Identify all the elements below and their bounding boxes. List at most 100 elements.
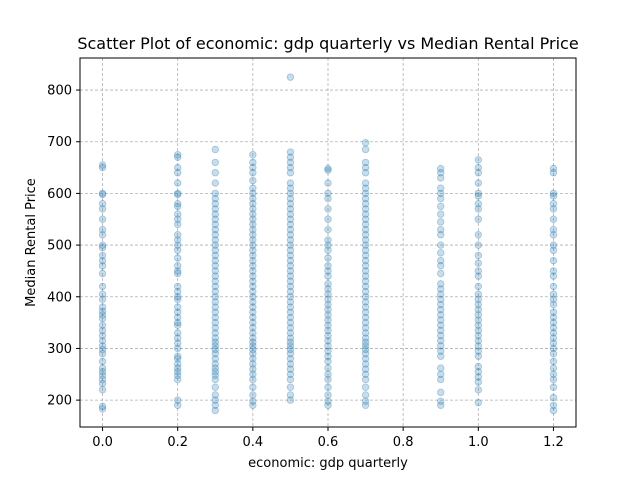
scatter-point	[474, 326, 483, 335]
scatter-point	[549, 282, 558, 291]
scatter-point	[324, 311, 332, 319]
scatter-point	[361, 397, 370, 405]
scatter-point	[211, 225, 219, 234]
scatter-point	[98, 311, 107, 319]
grid-lines	[80, 58, 576, 427]
scatter-point	[211, 272, 219, 280]
scatter-point	[324, 205, 332, 213]
scatter-point	[549, 349, 558, 358]
scatter-point	[173, 401, 182, 409]
scatter-point	[249, 158, 257, 167]
scatter-point	[249, 194, 257, 203]
scatter-point	[286, 303, 295, 311]
scatter-point	[249, 349, 257, 358]
scatter-point	[361, 282, 370, 291]
scatter-point	[286, 349, 295, 358]
scatter-point	[437, 300, 445, 309]
scatter-point	[474, 300, 483, 309]
scatter-point	[286, 355, 295, 363]
scatter-point	[173, 236, 182, 244]
scatter-point	[211, 308, 219, 316]
scatter-point	[211, 179, 219, 187]
scatter-point	[98, 386, 107, 394]
scatter-point	[474, 352, 483, 360]
scatter-point	[173, 153, 182, 161]
scatter-point	[98, 379, 107, 388]
scatter-point	[249, 401, 257, 409]
scatter-point	[549, 357, 558, 366]
scatter-point	[549, 401, 558, 409]
scatter-point	[98, 368, 107, 376]
scatter-point	[249, 397, 257, 405]
scatter-point	[361, 231, 370, 239]
scatter-point	[361, 241, 370, 249]
scatter-point	[549, 290, 558, 298]
scatter-point	[324, 370, 332, 378]
scatter-point	[173, 375, 182, 384]
scatter-point	[474, 205, 483, 213]
scatter-point	[361, 298, 370, 306]
scatter-point	[549, 364, 558, 372]
y-tick-label: 600	[47, 187, 72, 202]
scatter-point	[211, 360, 219, 368]
scatter-point	[173, 339, 182, 347]
scatter-point	[324, 383, 332, 391]
scatter-point	[249, 231, 257, 239]
scatter-point	[361, 308, 370, 316]
scatter-point	[286, 334, 295, 342]
scatter-point	[474, 179, 483, 187]
scatter-point	[249, 251, 257, 260]
scatter-point	[361, 163, 370, 172]
scatter-point	[249, 342, 257, 350]
scatter-point	[286, 287, 295, 296]
scatter-point	[211, 313, 219, 322]
scatter-point	[249, 365, 257, 373]
scatter-point	[249, 215, 257, 223]
scatter-point	[249, 375, 257, 384]
scatter-point	[361, 355, 370, 363]
scatter-point	[549, 200, 558, 208]
scatter-point	[98, 342, 107, 350]
scatter-point	[549, 189, 558, 198]
scatter-point	[211, 267, 219, 275]
scatter-point	[361, 342, 370, 350]
scatter-point	[173, 321, 182, 329]
x-tick-label: 0.0	[92, 435, 113, 450]
scatter-point	[361, 345, 370, 354]
scatter-point	[286, 360, 295, 368]
scatter-point	[361, 401, 370, 409]
scatter-point	[173, 215, 182, 223]
scatter-point	[549, 205, 558, 213]
scatter-point	[173, 189, 182, 198]
scatter-point	[286, 163, 295, 172]
scatter-point	[437, 321, 445, 329]
scatter-point	[211, 158, 219, 167]
scatter-point	[549, 406, 558, 415]
scatter-point	[286, 205, 295, 213]
scatter-point	[98, 336, 107, 345]
scatter-point	[249, 205, 257, 213]
scatter-point	[211, 246, 219, 254]
scatter-point	[211, 329, 219, 337]
scatter-point	[437, 202, 445, 211]
scatter-point	[286, 215, 295, 223]
scatter-point	[249, 282, 257, 291]
scatter-point	[286, 391, 295, 399]
scatter-point	[286, 189, 295, 198]
scatter-point	[324, 401, 332, 409]
scatter-point	[98, 269, 107, 278]
scatter-point	[437, 225, 445, 234]
scatter-point	[324, 331, 332, 340]
scatter-point	[437, 388, 445, 397]
scatter-point	[549, 344, 558, 353]
scatter-point	[98, 364, 107, 372]
scatter-point	[549, 241, 558, 249]
scatter-point	[324, 305, 332, 314]
scatter-point	[474, 295, 483, 304]
scatter-point	[324, 166, 332, 174]
scatter-point	[474, 347, 483, 355]
scatter-point	[361, 318, 370, 327]
scatter-point	[98, 163, 107, 172]
scatter-point	[211, 145, 219, 154]
scatter-point	[361, 262, 370, 270]
